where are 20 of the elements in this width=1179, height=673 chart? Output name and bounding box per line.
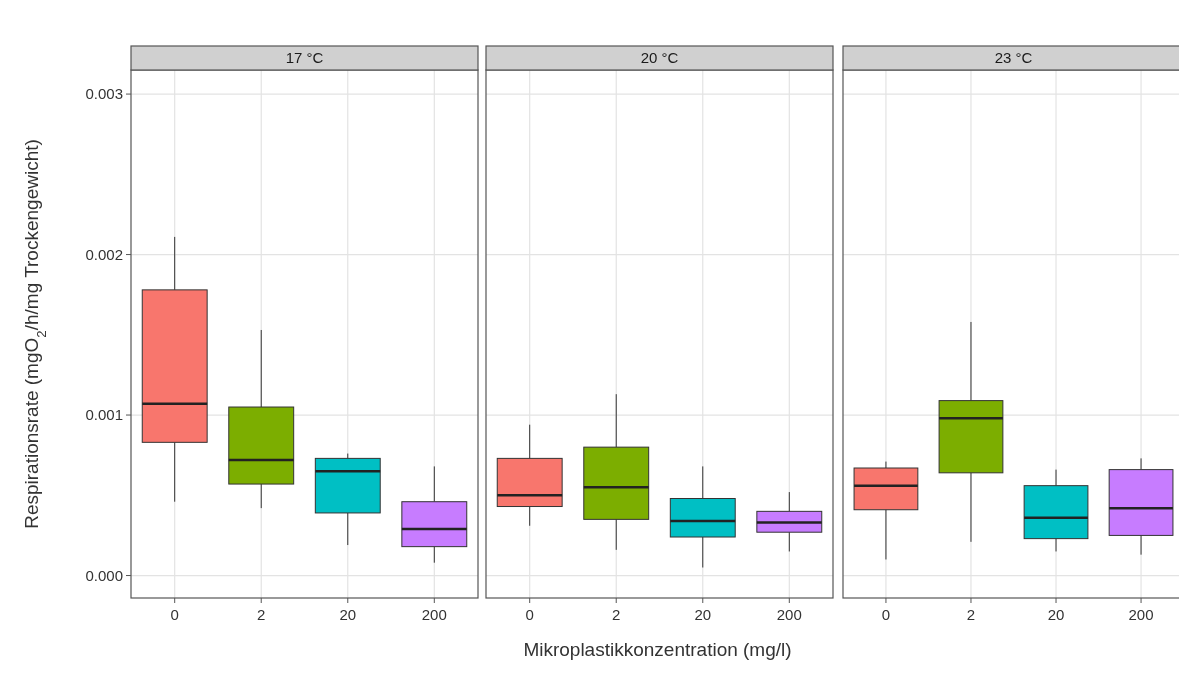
- x-axis-title: Mikroplastikkonzentration (mg/l): [523, 639, 792, 660]
- y-tick-label: 0.001: [85, 406, 123, 424]
- chart-title: 17 °C: [285, 49, 324, 67]
- x-tick-label: 2: [966, 606, 976, 623]
- x-tick-label: 200: [421, 606, 447, 623]
- x-tick-label: 0: [170, 606, 179, 623]
- x-tick-label: 2: [612, 606, 621, 623]
- x-tick-label: 2: [257, 606, 266, 623]
- x-tick-label: 20: [339, 606, 357, 623]
- x-tick-label: 20: [1047, 606, 1065, 623]
- x-tick-label: 20: [694, 606, 712, 623]
- y-tick-label: 0.000: [85, 566, 123, 584]
- y-tick-label: 0.002: [85, 245, 123, 263]
- x-tick-label: 0: [881, 606, 891, 623]
- x-tick-label: 200: [776, 606, 802, 623]
- y-tick-label: 0.003: [85, 85, 123, 103]
- x-tick-label: 200: [1128, 606, 1154, 623]
- chart-title: 23 °C: [994, 49, 1033, 67]
- x-tick-label: 0: [525, 606, 534, 623]
- chart-title: 20 °C: [640, 49, 679, 67]
